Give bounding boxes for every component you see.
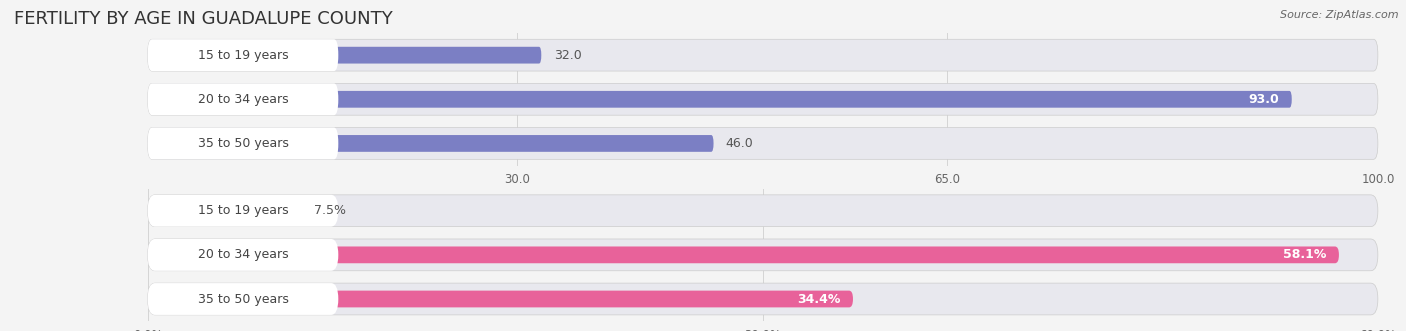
Text: 35 to 50 years: 35 to 50 years: [197, 293, 288, 306]
Text: 15 to 19 years: 15 to 19 years: [198, 49, 288, 62]
FancyBboxPatch shape: [148, 91, 1292, 108]
FancyBboxPatch shape: [148, 127, 1378, 159]
FancyBboxPatch shape: [148, 83, 1378, 115]
Text: 58.1%: 58.1%: [1284, 248, 1327, 261]
FancyBboxPatch shape: [148, 291, 853, 307]
FancyBboxPatch shape: [148, 239, 339, 271]
Text: FERTILITY BY AGE IN GUADALUPE COUNTY: FERTILITY BY AGE IN GUADALUPE COUNTY: [14, 10, 392, 28]
Text: 93.0: 93.0: [1249, 93, 1279, 106]
FancyBboxPatch shape: [148, 283, 339, 315]
FancyBboxPatch shape: [148, 247, 1339, 263]
FancyBboxPatch shape: [148, 39, 339, 71]
FancyBboxPatch shape: [148, 127, 339, 159]
FancyBboxPatch shape: [148, 195, 1378, 227]
FancyBboxPatch shape: [148, 239, 1378, 271]
Text: 20 to 34 years: 20 to 34 years: [198, 93, 288, 106]
FancyBboxPatch shape: [148, 283, 1378, 315]
FancyBboxPatch shape: [148, 39, 1378, 71]
FancyBboxPatch shape: [148, 83, 339, 115]
Text: 34.4%: 34.4%: [797, 293, 841, 306]
Text: 7.5%: 7.5%: [314, 204, 346, 217]
Text: 15 to 19 years: 15 to 19 years: [198, 204, 288, 217]
Text: Source: ZipAtlas.com: Source: ZipAtlas.com: [1281, 10, 1399, 20]
Text: 20 to 34 years: 20 to 34 years: [198, 248, 288, 261]
FancyBboxPatch shape: [148, 135, 713, 152]
Text: 46.0: 46.0: [725, 137, 754, 150]
FancyBboxPatch shape: [148, 202, 301, 219]
FancyBboxPatch shape: [148, 195, 339, 227]
Text: 32.0: 32.0: [554, 49, 581, 62]
Text: 35 to 50 years: 35 to 50 years: [197, 137, 288, 150]
FancyBboxPatch shape: [148, 47, 541, 64]
